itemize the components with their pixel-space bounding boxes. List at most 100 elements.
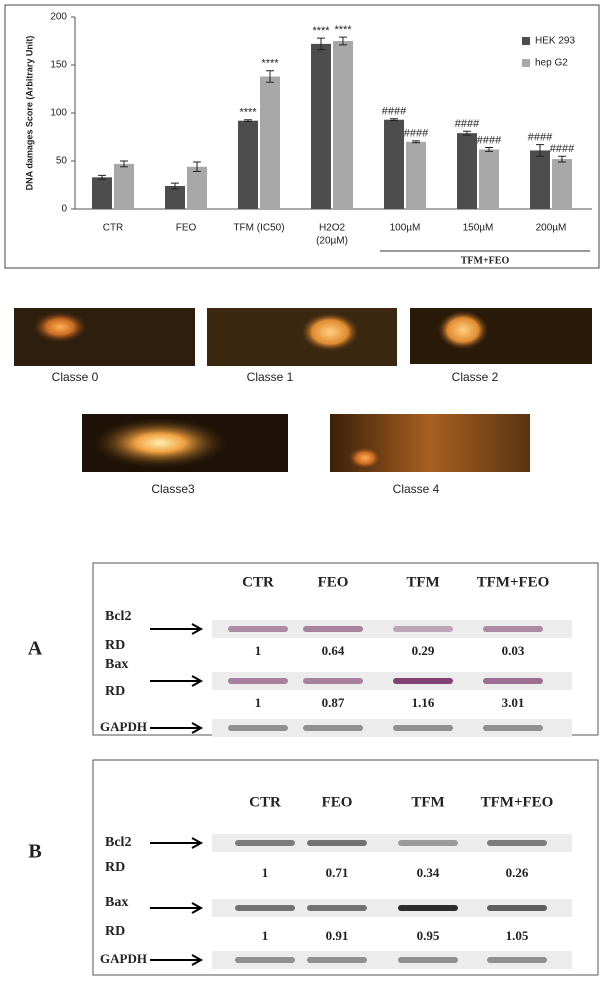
comet-label: Classe 2	[452, 370, 499, 384]
arrow	[150, 623, 204, 635]
significance-label: ****	[239, 107, 257, 119]
y-axis-label: DNA damages Score (Arbitrary Unit)	[24, 36, 34, 191]
arrow	[150, 675, 204, 687]
blot-band	[235, 840, 295, 846]
significance-label: ****	[261, 58, 279, 70]
rd-value: 1.05	[506, 928, 529, 943]
significance-label: ####	[382, 106, 407, 118]
rd-label: RD	[105, 860, 125, 875]
comet-image	[410, 308, 592, 364]
legend-label: HEK 293	[535, 36, 575, 47]
error-bar	[244, 119, 252, 123]
bar	[311, 43, 331, 209]
blot-strip	[212, 620, 572, 638]
blot-frame	[92, 759, 599, 976]
error-bar	[339, 36, 347, 46]
row-label: Bcl2	[105, 835, 131, 850]
bar	[92, 177, 112, 209]
lane-label: TFM+FEO	[477, 574, 550, 590]
rd-value: 0.91	[326, 928, 349, 943]
blot-band	[235, 957, 295, 963]
rd-value: 1	[262, 865, 269, 880]
error-bar	[98, 174, 106, 180]
error-bar	[171, 182, 179, 190]
y-tick-label: 0	[61, 204, 67, 215]
blot-strip	[212, 834, 572, 852]
error-bar	[558, 155, 566, 163]
lane-label: TFM	[406, 574, 439, 590]
comet-label: Classe3	[151, 482, 195, 496]
comet-label: Classe 1	[247, 370, 294, 384]
bar	[530, 150, 550, 209]
significance-label: ####	[528, 132, 553, 144]
arrow	[150, 902, 204, 914]
comet	[300, 312, 360, 352]
bar	[479, 149, 499, 209]
legend-label: hep G2	[535, 58, 568, 69]
comet-images: Classe 0 Classe 1 Classe 2 Classe3 Class…	[14, 308, 592, 496]
rd-value: 0.29	[412, 643, 435, 658]
error-bar	[120, 160, 128, 168]
x-tick-label: CTR	[103, 223, 124, 234]
rd-value: 1	[262, 928, 269, 943]
row-label: Bax	[105, 895, 128, 910]
panel-letter: B	[28, 841, 41, 863]
blot-band	[398, 905, 458, 911]
blot-band	[228, 626, 288, 632]
y-tick-label: 150	[50, 60, 67, 71]
row-label: Bcl2	[105, 609, 131, 624]
rd-value: 0.34	[417, 865, 440, 880]
blot-strip	[212, 719, 572, 737]
bar	[384, 119, 404, 209]
significance-label: ####	[477, 134, 502, 146]
lane-label: CTR	[249, 794, 281, 810]
blot-band	[393, 626, 453, 632]
y-tick-label: 100	[50, 108, 67, 119]
x-tick-label: 100µM	[390, 223, 421, 234]
rd-value: 0.64	[322, 643, 345, 658]
rd-value: 1	[255, 695, 262, 710]
bar	[165, 185, 185, 209]
rd-value: 1	[255, 643, 262, 658]
error-bar	[266, 70, 274, 83]
bar	[333, 41, 353, 209]
x-tick-label: TFM (IC50)	[233, 223, 284, 234]
blot-band	[483, 725, 543, 731]
rd-value: 1.16	[412, 695, 435, 710]
rd-label: RD	[105, 924, 125, 939]
significance-label: ****	[312, 25, 330, 37]
blot-band	[393, 725, 453, 731]
blot-band	[228, 725, 288, 731]
arrow	[150, 722, 204, 734]
blot-band	[228, 678, 288, 684]
lane-label: TFM	[411, 794, 444, 810]
rd-value: 0.95	[417, 928, 440, 943]
blot-band	[307, 905, 367, 911]
error-bar	[390, 118, 398, 122]
bar-chart: DNA damages Score (Arbitrary Unit) 0 50 100…	[24, 12, 592, 266]
control-label: GAPDH	[100, 951, 147, 966]
significance-label: ####	[455, 118, 480, 130]
comet	[437, 310, 489, 350]
rd-value: 0.03	[502, 643, 525, 658]
bar	[260, 76, 280, 210]
rd-value: 0.26	[506, 865, 529, 880]
blot-strip	[212, 672, 572, 690]
x-tick-label: 150µM	[463, 223, 494, 234]
blot-strip	[212, 899, 572, 917]
x-tick-label: H2O2	[319, 223, 346, 234]
rd-value: 0.87	[322, 695, 345, 710]
legend-swatch	[522, 59, 530, 67]
blot-band	[483, 626, 543, 632]
comet	[32, 311, 88, 343]
lane-label: CTR	[242, 574, 274, 590]
blot-band	[398, 840, 458, 846]
rd-value: 3.01	[502, 695, 525, 710]
bar	[114, 163, 134, 209]
chart-frame	[4, 4, 600, 269]
error-bar	[463, 130, 471, 136]
blot-band	[487, 957, 547, 963]
arrow	[150, 837, 204, 849]
x-tick-label: 200µM	[536, 223, 567, 234]
